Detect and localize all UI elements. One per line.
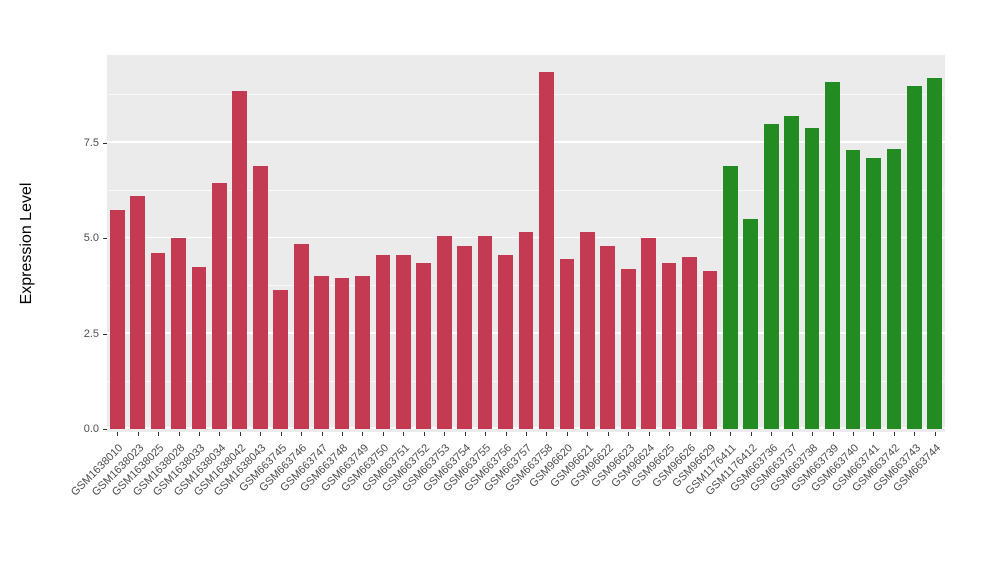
bar-GSM663745 — [273, 289, 289, 429]
x-tick-mark — [158, 432, 160, 436]
x-tick-mark — [423, 432, 425, 436]
x-tick-mark — [893, 432, 895, 436]
bar-GSM96626 — [682, 257, 697, 429]
bar-GSM663742 — [886, 148, 902, 429]
x-tick-mark — [137, 432, 139, 436]
x-tick-mark — [914, 432, 916, 436]
x-tick-mark — [444, 432, 446, 436]
x-tick-mark — [628, 432, 630, 436]
x-tick-mark — [832, 432, 834, 436]
x-tick-mark — [403, 432, 405, 436]
x-tick-mark — [321, 432, 323, 436]
x-tick-mark — [178, 432, 180, 436]
y-tick-mark — [103, 142, 107, 144]
bar-GSM663752 — [416, 263, 432, 429]
bar-GSM663739 — [825, 81, 840, 429]
bar-GSM663751 — [396, 255, 411, 429]
x-tick-mark — [771, 432, 773, 436]
bar-GSM663743 — [906, 85, 922, 429]
x-tick-mark — [485, 432, 487, 436]
bar-GSM1638028 — [171, 238, 186, 429]
minor-gridline — [107, 94, 945, 96]
x-tick-mark — [730, 432, 732, 436]
x-tick-mark — [526, 432, 527, 436]
x-tick-mark — [689, 432, 691, 436]
x-tick-mark — [342, 432, 344, 436]
major-gridline — [107, 141, 945, 143]
bar-GSM663749 — [355, 276, 370, 429]
x-tick-mark — [546, 432, 548, 436]
bar-GSM663747 — [314, 276, 329, 429]
x-tick-mark — [607, 432, 609, 436]
x-tick-mark — [301, 432, 303, 436]
bar-GSM1638010 — [109, 209, 125, 429]
y-axis: 0.0 2.5 5.0 7.5 — [0, 55, 99, 435]
bar-GSM663738 — [804, 127, 820, 429]
y-tick-mark — [103, 238, 107, 240]
x-tick-mark — [280, 432, 282, 436]
y-tick-mark — [103, 429, 107, 430]
bar-GSM96625 — [661, 263, 677, 429]
x-tick-mark — [239, 432, 241, 436]
bar-GSM663740 — [845, 150, 861, 429]
x-tick-mark — [219, 432, 221, 436]
plot-panel — [107, 55, 945, 432]
bar-GSM96621 — [579, 232, 595, 429]
x-tick-mark — [873, 432, 875, 436]
y-tick-mark — [103, 333, 107, 335]
bar-GSM663757 — [518, 232, 534, 429]
x-axis: GSM1638010 GSM1638023 GSM1638025 GSM1638028… — [69, 436, 945, 566]
y-tick-label: 2.5 — [83, 327, 99, 340]
x-tick-mark — [669, 432, 671, 436]
bar-GSM1638033 — [191, 266, 207, 429]
bar-GSM96629 — [702, 270, 718, 429]
x-tick-mark — [791, 432, 793, 436]
x-tick-mark — [812, 432, 814, 436]
y-tick-label: 7.5 — [83, 136, 99, 149]
bar-GSM96622 — [600, 245, 616, 429]
x-tick-mark — [260, 432, 262, 436]
bar-GSM663736 — [763, 123, 779, 429]
bar-GSM663750 — [375, 255, 391, 429]
x-tick-mark — [505, 432, 507, 436]
x-tick-mark — [587, 432, 589, 436]
bar-GSM663748 — [334, 278, 350, 429]
x-tick-mark — [117, 432, 119, 436]
bar-GSM663737 — [784, 116, 800, 429]
bar-GSM96620 — [559, 259, 575, 429]
x-tick-mark — [709, 432, 711, 436]
x-tick-mark — [362, 432, 364, 436]
bar-GSM1638034 — [212, 182, 227, 429]
minor-gridline — [107, 189, 945, 191]
bar-GSM663746 — [293, 243, 309, 429]
bar-GSM1638043 — [252, 165, 268, 429]
bar-GSM96623 — [620, 268, 636, 429]
x-tick-mark — [934, 432, 936, 436]
bar-GSM96624 — [641, 238, 656, 429]
bar-GSM1176412 — [743, 219, 759, 429]
bar-GSM1638025 — [150, 253, 166, 429]
x-tick-mark — [648, 432, 650, 436]
bar-GSM663754 — [457, 245, 473, 429]
x-tick-mark — [853, 432, 855, 436]
bar-GSM663756 — [498, 255, 513, 429]
bar-GSM1638023 — [130, 196, 145, 429]
y-tick-label: 0.0 — [83, 423, 99, 435]
bar-GSM663758 — [539, 72, 554, 429]
bar-GSM663741 — [866, 158, 881, 429]
bar-GSM1176411 — [723, 165, 738, 429]
x-tick-mark — [566, 432, 568, 436]
bar-GSM663753 — [436, 236, 452, 429]
x-tick-mark — [464, 432, 466, 436]
x-tick-mark — [382, 432, 384, 436]
bar-GSM1638042 — [232, 91, 248, 429]
y-tick-label: 5.0 — [83, 232, 99, 245]
bar-GSM663744 — [927, 77, 943, 429]
bar-GSM663755 — [477, 236, 493, 429]
x-tick-mark — [750, 432, 752, 436]
x-tick-mark — [198, 432, 200, 436]
